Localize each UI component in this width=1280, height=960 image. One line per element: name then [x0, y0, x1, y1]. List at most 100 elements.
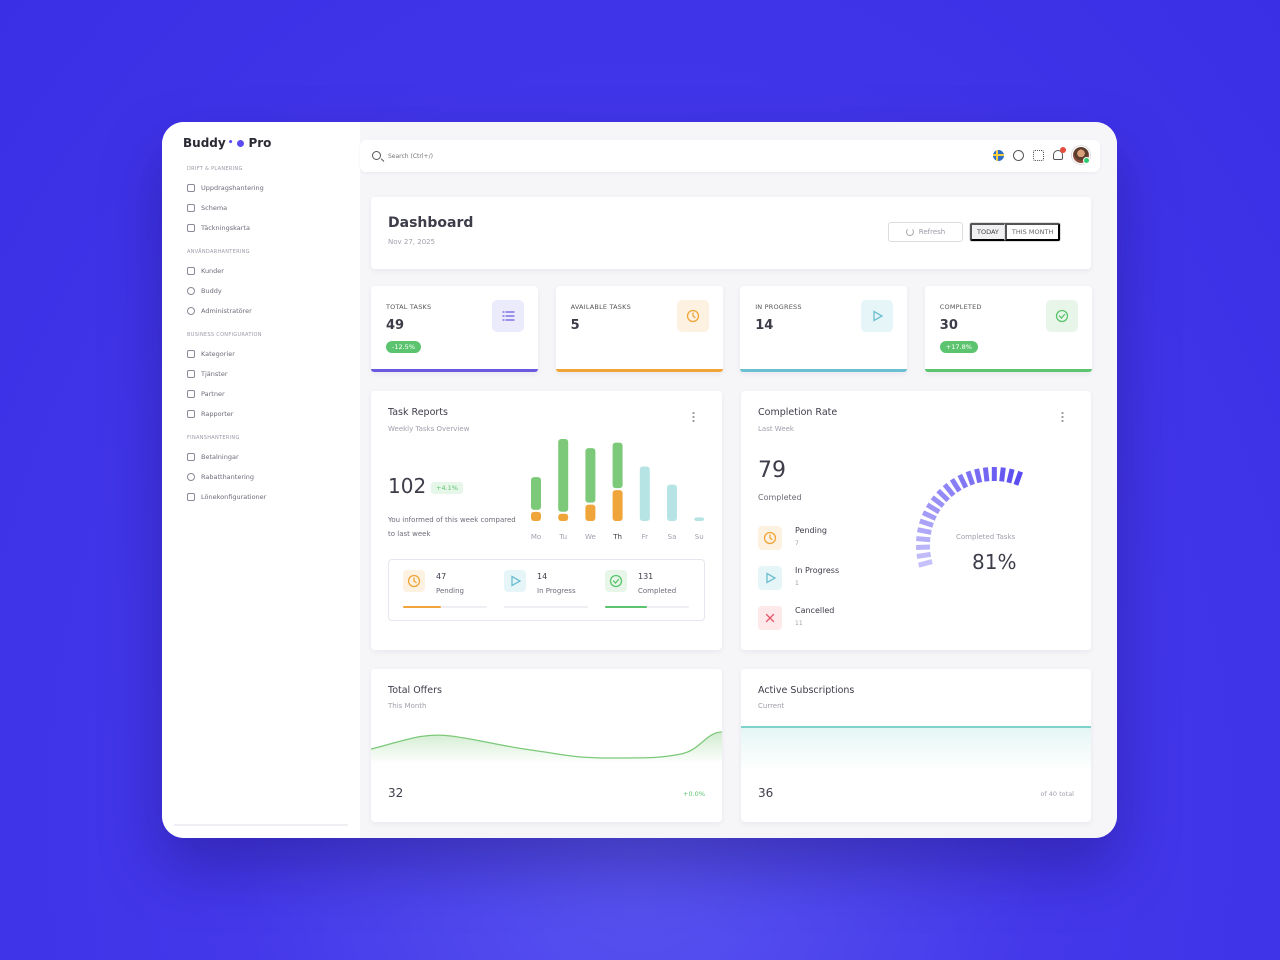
- stat-card: AVAILABLE TASKS 5: [555, 286, 723, 372]
- sidebar-scrollbar[interactable]: [174, 824, 348, 826]
- task-reports-change-badge: +4.1%: [431, 482, 463, 494]
- total-offers-card: Total Offers This Month 32 +0.0%: [371, 669, 722, 822]
- summary-progress-fill: [605, 606, 647, 608]
- period-toggle: TODAY THIS MONTH: [969, 222, 1062, 242]
- search-icon[interactable]: [372, 151, 381, 160]
- completion-value-label: Completed: [758, 493, 802, 502]
- notification-bell-icon[interactable]: [1053, 147, 1066, 160]
- brand-logo[interactable]: Buddy • Pro: [183, 136, 271, 150]
- search-input[interactable]: [388, 149, 588, 163]
- weekly-tasks-bar-chart: Mo Tu We Th Fr Sa Su: [531, 439, 705, 541]
- bar-pending-Mo[interactable]: [531, 511, 541, 521]
- x-tick-label: Mo: [531, 533, 541, 541]
- play-icon: [758, 566, 782, 590]
- sidebar-item[interactable]: Rabatthantering: [187, 467, 337, 487]
- tag-icon: [187, 350, 195, 358]
- bar-completed-We[interactable]: [585, 448, 596, 503]
- bar-pending-Th[interactable]: [612, 490, 623, 521]
- stat-card: COMPLETED 30 +17.8%: [924, 286, 1092, 372]
- sidebar-item[interactable]: Täckningskarta: [187, 218, 337, 238]
- summary-value: 14: [537, 572, 548, 581]
- status-row: Cancelled 11: [758, 606, 898, 632]
- gauge-segment: [1006, 468, 1015, 484]
- theme-moon-icon[interactable]: [1013, 149, 1024, 161]
- summary-value: 131: [638, 572, 654, 581]
- sidebar-item[interactable]: Lönekonfigurationer: [187, 487, 337, 507]
- language-flag-icon[interactable]: [993, 149, 1004, 161]
- sidebar-item[interactable]: Betalningar: [187, 447, 337, 467]
- brand-separator: •: [227, 138, 234, 148]
- status-row: In Progress 1: [758, 566, 898, 592]
- calendar-icon: [187, 204, 195, 212]
- gauge-segment: [999, 467, 1006, 482]
- sidebar-item-label: Kategorier: [201, 350, 235, 358]
- stat-card: TOTAL TASKS 49 -12.5%: [371, 286, 538, 372]
- user-avatar[interactable]: [1072, 146, 1090, 164]
- task-summary-item: 14 In Progress: [504, 570, 588, 612]
- bar-completed-Fr[interactable]: [639, 466, 650, 521]
- task-summary-item: 131 Completed: [605, 570, 689, 612]
- sidebar-item-label: Täckningskarta: [201, 224, 250, 232]
- completion-title: Completion Rate: [758, 407, 838, 418]
- users-icon: [187, 267, 195, 275]
- stat-change-badge: -12.5%: [386, 341, 421, 353]
- subscriptions-sparkline: [741, 726, 1091, 771]
- bar-pending-Tu[interactable]: [558, 513, 569, 521]
- sidebar-item[interactable]: Administratörer: [187, 301, 337, 321]
- sidebar-item[interactable]: Schema: [187, 198, 337, 218]
- bar-completed-Su[interactable]: [694, 517, 705, 521]
- gauge-segment: [1013, 470, 1024, 486]
- completion-menu-icon[interactable]: [1061, 411, 1064, 422]
- refresh-button[interactable]: Refresh: [888, 222, 963, 242]
- stat-accent-bar: [740, 369, 908, 372]
- summary-label: In Progress: [537, 587, 576, 595]
- receipt-icon: [187, 453, 195, 461]
- sidebar-item-label: Schema: [201, 204, 228, 212]
- sidebar-nav: DRIFT & PLANERING Uppdragshantering Schema…: [187, 166, 337, 507]
- user-circle-icon: [187, 287, 195, 295]
- today-button[interactable]: TODAY: [970, 223, 1005, 241]
- sidebar-item-label: Lönekonfigurationer: [201, 493, 267, 501]
- bar-completed-Sa[interactable]: [667, 484, 677, 521]
- sidebar-item[interactable]: Uppdragshantering: [187, 178, 337, 198]
- stat-value: 30: [939, 318, 958, 333]
- topbar-actions: [993, 146, 1090, 164]
- clock-icon: [403, 570, 425, 592]
- task-reports-title: Task Reports: [388, 407, 448, 418]
- completion-gauge: [915, 466, 1024, 568]
- document-icon: [187, 493, 195, 501]
- clock-icon: [758, 526, 782, 550]
- gauge-segment: [949, 477, 962, 493]
- sidebar-item[interactable]: Rapporter: [187, 404, 337, 424]
- active-subscriptions-card: Active Subscriptions Current 36 of 40 to…: [741, 669, 1091, 822]
- bar-chart-icon: [187, 410, 195, 418]
- bar-completed-Th[interactable]: [612, 442, 623, 489]
- sidebar-item[interactable]: Kunder: [187, 261, 337, 281]
- bar-completed-Tu[interactable]: [558, 439, 569, 512]
- status-count: 7: [795, 540, 799, 547]
- subscriptions-total: of 40 total: [1040, 790, 1074, 798]
- sidebar-item-label: Partner: [201, 390, 225, 398]
- offers-change: +0.0%: [683, 790, 705, 798]
- stat-accent-bar: [371, 369, 538, 372]
- main-content: Dashboard Nov 27, 2025 Refresh TODAY THI…: [360, 122, 1117, 838]
- gauge-title: Completed Tasks: [956, 533, 1016, 541]
- sidebar-item[interactable]: Buddy: [187, 281, 337, 301]
- subscriptions-subtitle: Current: [758, 702, 785, 710]
- sidebar-item-label: Buddy: [201, 287, 222, 295]
- offers-title: Total Offers: [388, 685, 442, 696]
- sidebar-item-label: Uppdragshantering: [201, 184, 264, 192]
- sidebar-item[interactable]: Tjänster: [187, 364, 337, 384]
- bar-completed-Mo[interactable]: [531, 477, 541, 510]
- shortcuts-grid-icon[interactable]: [1033, 149, 1044, 161]
- gauge-segment: [936, 488, 950, 503]
- this-month-button[interactable]: THIS MONTH: [1004, 223, 1061, 241]
- gauge-segment: [919, 518, 934, 528]
- completion-subtitle: Last Week: [758, 425, 794, 433]
- task-reports-menu-icon[interactable]: [692, 411, 695, 422]
- sidebar-item[interactable]: Partner: [187, 384, 337, 404]
- map-icon: [187, 224, 195, 232]
- sidebar-item[interactable]: Kategorier: [187, 344, 337, 364]
- bar-pending-We[interactable]: [585, 504, 596, 521]
- check-circle-icon: [605, 570, 627, 592]
